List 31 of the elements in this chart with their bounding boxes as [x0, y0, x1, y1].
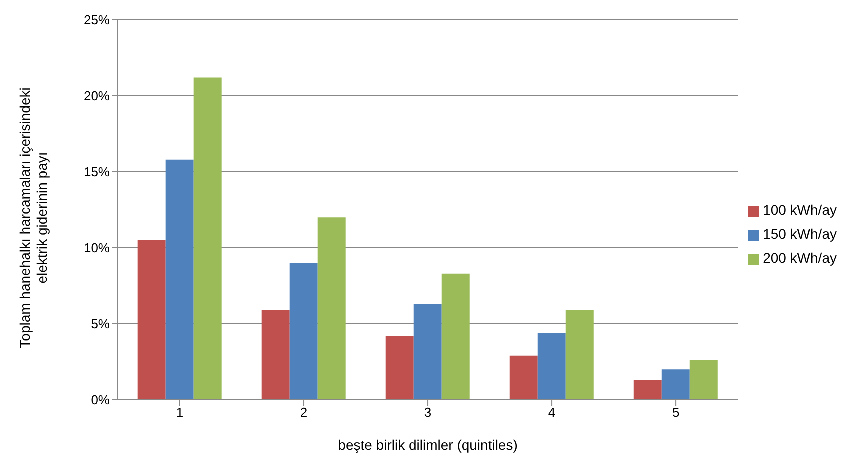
bar: [194, 78, 222, 400]
bar: [290, 263, 318, 400]
y-tick-label: 20%: [84, 88, 110, 104]
bar: [634, 380, 662, 400]
x-tick-label: 4: [548, 405, 556, 420]
x-tick-label: 2: [300, 405, 308, 420]
bar: [138, 240, 166, 400]
bar: [414, 304, 442, 400]
legend-label: 200 kWh/ay: [763, 250, 837, 266]
y-tick-label: 0%: [91, 392, 110, 408]
bar: [318, 218, 346, 400]
bar: [662, 370, 690, 400]
bar: [690, 360, 718, 400]
y-tick-label: 5%: [91, 316, 110, 332]
x-tick-label: 1: [176, 405, 184, 420]
legend-label: 100 kWh/ay: [763, 202, 837, 218]
bar: [442, 274, 470, 400]
y-tick-label: 25%: [84, 12, 110, 28]
bar: [510, 356, 538, 400]
x-axis-title: beşte birlik dilimler (quintiles): [338, 437, 518, 453]
y-tick-label: 10%: [84, 240, 110, 256]
y-tick-label: 15%: [84, 164, 110, 180]
bar: [386, 336, 414, 400]
bar: [166, 160, 194, 400]
x-tick-label: 3: [424, 405, 432, 420]
bar: [262, 310, 290, 400]
bar: [566, 310, 594, 400]
y-axis-title: Toplam hanehalkı harcamaları içerisindeki elektrik giderinin payı: [17, 88, 50, 348]
bar: [538, 333, 566, 400]
x-tick-label: 5: [672, 405, 680, 420]
legend-label: 150 kWh/ay: [763, 226, 837, 242]
